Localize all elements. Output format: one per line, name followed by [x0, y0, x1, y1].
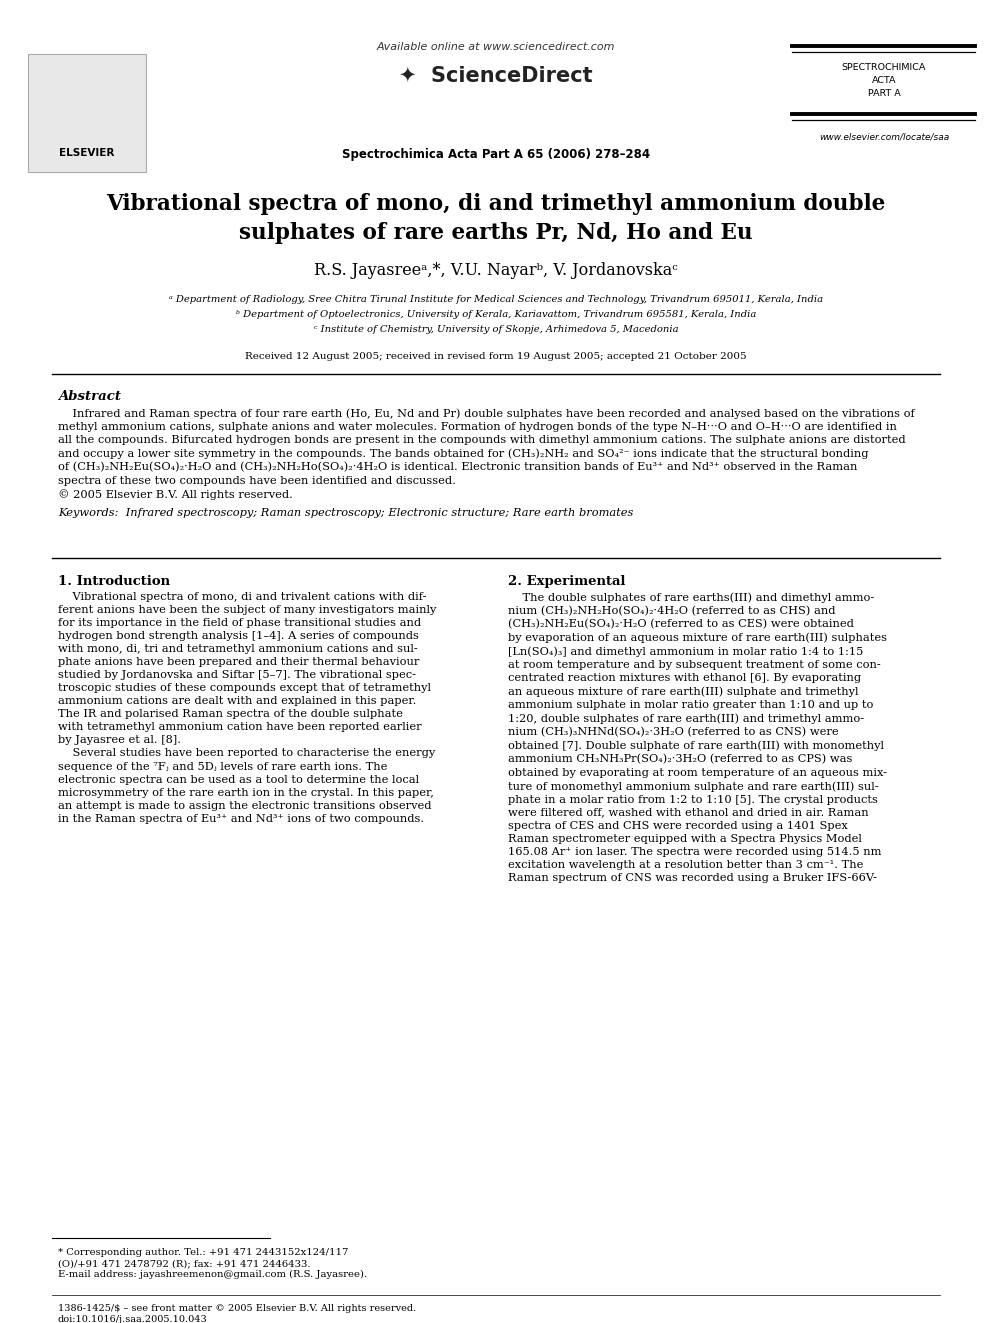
Text: Infrared and Raman spectra of four rare earth (Ho, Eu, Nd and Pr) double sulphat: Infrared and Raman spectra of four rare … — [58, 407, 915, 418]
Text: PART A: PART A — [868, 89, 901, 98]
Text: www.elsevier.com/locate/saa: www.elsevier.com/locate/saa — [818, 132, 949, 142]
Text: ✦  ScienceDirect: ✦ ScienceDirect — [399, 65, 593, 85]
Bar — [28, 54, 146, 172]
Text: The double sulphates of rare earths(III) and dimethyl ammo-
nium (CH₃)₂NH₂Ho(SO₄: The double sulphates of rare earths(III)… — [508, 591, 887, 882]
Text: * Corresponding author. Tel.: +91 471 2443152x124/117
(O)/+91 471 2478792 (R); f: * Corresponding author. Tel.: +91 471 24… — [58, 1248, 367, 1279]
Text: all the compounds. Bifurcated hydrogen bonds are present in the compounds with d: all the compounds. Bifurcated hydrogen b… — [58, 435, 906, 445]
Text: Spectrochimica Acta Part A 65 (2006) 278–284: Spectrochimica Acta Part A 65 (2006) 278… — [342, 148, 650, 161]
Text: SPECTROCHIMICA: SPECTROCHIMICA — [842, 64, 927, 71]
Text: Abstract: Abstract — [58, 390, 121, 404]
Text: Received 12 August 2005; received in revised form 19 August 2005; accepted 21 Oc: Received 12 August 2005; received in rev… — [245, 352, 747, 361]
Text: ACTA: ACTA — [872, 75, 896, 85]
Text: © 2005 Elsevier B.V. All rights reserved.: © 2005 Elsevier B.V. All rights reserved… — [58, 490, 293, 500]
Text: 2. Experimental: 2. Experimental — [508, 576, 626, 587]
Text: methyl ammonium cations, sulphate anions and water molecules. Formation of hydro: methyl ammonium cations, sulphate anions… — [58, 422, 897, 431]
Text: Vibrational spectra of mono, di and trimethyl ammonium double
sulphates of rare : Vibrational spectra of mono, di and trim… — [106, 193, 886, 243]
Text: ELSEVIER: ELSEVIER — [60, 148, 115, 157]
Text: Keywords:  Infrared spectroscopy; Raman spectroscopy; Electronic structure; Rare: Keywords: Infrared spectroscopy; Raman s… — [58, 508, 633, 517]
Text: 1. Introduction: 1. Introduction — [58, 576, 170, 587]
Text: of (CH₃)₂NH₂Eu(SO₄)₂·H₂O and (CH₃)₂NH₂Ho(SO₄)₂·4H₂O is identical. Electronic tra: of (CH₃)₂NH₂Eu(SO₄)₂·H₂O and (CH₃)₂NH₂Ho… — [58, 462, 857, 472]
Text: Available online at www.sciencedirect.com: Available online at www.sciencedirect.co… — [377, 42, 615, 52]
Text: Vibrational spectra of mono, di and trivalent cations with dif-
ferent anions ha: Vibrational spectra of mono, di and triv… — [58, 591, 436, 824]
Text: and occupy a lower site symmetry in the compounds. The bands obtained for (CH₃)₂: and occupy a lower site symmetry in the … — [58, 448, 869, 459]
Text: 1386-1425/$ – see front matter © 2005 Elsevier B.V. All rights reserved.
doi:10.: 1386-1425/$ – see front matter © 2005 El… — [58, 1304, 417, 1323]
Text: ᵇ Department of Optoelectronics, University of Kerala, Kariavattom, Trivandrum 6: ᵇ Department of Optoelectronics, Univers… — [236, 310, 756, 319]
Text: spectra of these two compounds have been identified and discussed.: spectra of these two compounds have been… — [58, 475, 456, 486]
Text: ᶜ Institute of Chemistry, University of Skopje, Arhimedova 5, Macedonia: ᶜ Institute of Chemistry, University of … — [313, 325, 679, 333]
Text: R.S. Jayasreeᵃ,*, V.U. Nayarᵇ, V. Jordanovskaᶜ: R.S. Jayasreeᵃ,*, V.U. Nayarᵇ, V. Jordan… — [314, 262, 678, 279]
Text: ᵃ Department of Radiology, Sree Chitra Tirunal Institute for Medical Sciences an: ᵃ Department of Radiology, Sree Chitra T… — [169, 295, 823, 304]
